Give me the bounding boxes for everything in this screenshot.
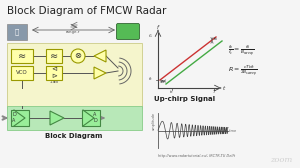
FancyBboxPatch shape	[46, 49, 62, 63]
FancyBboxPatch shape	[46, 66, 62, 80]
Text: $f$: $f$	[156, 23, 160, 31]
FancyBboxPatch shape	[82, 110, 100, 126]
Text: amplitude: amplitude	[152, 112, 156, 130]
Text: ≈: ≈	[50, 51, 58, 61]
FancyBboxPatch shape	[7, 43, 142, 108]
Text: $f_c$: $f_c$	[148, 75, 153, 83]
Text: D: D	[93, 118, 97, 123]
FancyBboxPatch shape	[11, 66, 33, 80]
Text: VCO: VCO	[16, 71, 28, 75]
Text: $T$: $T$	[212, 88, 216, 95]
Text: D: D	[12, 112, 16, 116]
Text: zoom: zoom	[270, 156, 292, 164]
Text: http://www.radartutorial.eu/, IRCTR-TU Delft: http://www.radartutorial.eu/, IRCTR-TU D…	[158, 154, 235, 158]
Text: Up-chirp Signal: Up-chirp Signal	[154, 96, 216, 102]
Polygon shape	[94, 67, 106, 79]
Text: $\frac{f_b}{f_c} = \frac{f_d}{B_{sweep}}$: $\frac{f_b}{f_c} = \frac{f_d}{B_{sweep}}…	[228, 43, 255, 58]
Text: ⊗: ⊗	[74, 52, 82, 60]
FancyBboxPatch shape	[7, 24, 27, 40]
Circle shape	[71, 49, 85, 63]
Text: -1dB: -1dB	[50, 80, 58, 84]
FancyBboxPatch shape	[7, 106, 142, 130]
Polygon shape	[94, 50, 106, 62]
Text: ≈: ≈	[18, 51, 26, 61]
Text: ⊲
⊳: ⊲ ⊳	[51, 67, 57, 79]
Text: $\Delta$t: $\Delta$t	[160, 78, 166, 85]
Text: Block Diagram: Block Diagram	[45, 133, 103, 139]
Text: range-r: range-r	[66, 30, 80, 34]
Text: time: time	[229, 129, 237, 133]
Text: 🏠: 🏠	[15, 29, 19, 35]
FancyBboxPatch shape	[11, 110, 29, 126]
Text: A: A	[93, 112, 97, 116]
Text: fb: fb	[214, 37, 218, 41]
Text: A: A	[12, 118, 16, 123]
Text: $f_1$: $f_1$	[148, 32, 153, 40]
FancyBboxPatch shape	[116, 24, 140, 39]
Text: Block Diagram of FMCW Radar: Block Diagram of FMCW Radar	[7, 6, 167, 16]
Text: $R = \frac{cT_bf_c}{2B_{sweep}}$: $R = \frac{cT_bf_c}{2B_{sweep}}$	[228, 63, 258, 78]
Text: $t$: $t$	[222, 84, 226, 92]
FancyBboxPatch shape	[11, 49, 33, 63]
Polygon shape	[50, 111, 64, 125]
Text: $t_c$: $t_c$	[169, 88, 175, 96]
